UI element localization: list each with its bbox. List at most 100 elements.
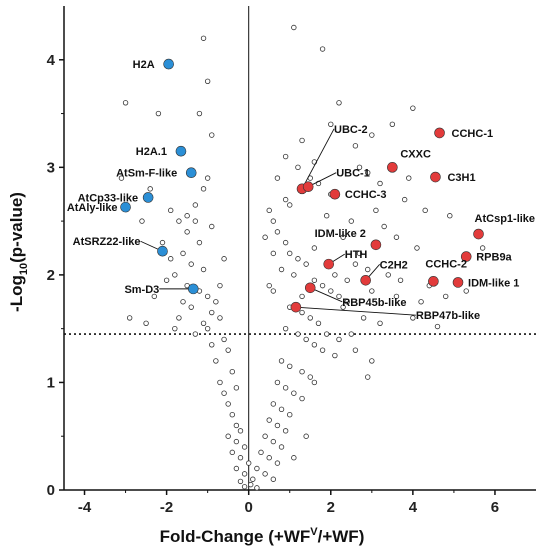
data-point <box>323 213 330 219</box>
data-point <box>180 299 186 305</box>
data-point <box>344 299 350 305</box>
downregulated-point <box>157 245 168 257</box>
data-point <box>303 433 309 439</box>
data-point <box>369 358 375 364</box>
upregulated-point <box>304 282 316 294</box>
downregulated-point <box>120 201 131 213</box>
data-point <box>348 331 355 337</box>
data-point <box>369 132 375 138</box>
data-point <box>155 110 162 117</box>
data-point <box>274 379 281 386</box>
data-point <box>274 460 281 466</box>
data-point <box>209 309 215 316</box>
y-tick-label: 1 <box>47 374 55 391</box>
data-point <box>200 186 207 192</box>
data-point <box>299 309 305 316</box>
data-point <box>340 234 346 240</box>
label-leader-lines <box>140 128 416 316</box>
point-label: AtAly-like <box>67 202 118 214</box>
data-point <box>237 428 244 434</box>
x-tick-label: 6 <box>491 499 499 516</box>
y-axis-title-subscript: 10 <box>18 263 30 275</box>
data-point <box>389 121 396 128</box>
data-point <box>229 412 235 418</box>
y-tick-label: 3 <box>47 159 55 176</box>
data-point <box>225 401 231 407</box>
x-axis-title: Fold-Change (+WFV/+WF) <box>160 526 365 546</box>
upregulated-point <box>473 228 484 240</box>
data-point <box>447 213 453 219</box>
data-point <box>180 250 186 257</box>
data-point <box>410 105 416 111</box>
data-point <box>291 24 297 31</box>
data-point <box>414 245 420 251</box>
data-point <box>254 465 260 472</box>
data-point <box>303 261 309 267</box>
data-point <box>278 406 285 413</box>
data-point <box>332 272 338 278</box>
downregulated-point <box>163 58 174 70</box>
upregulated-point <box>329 188 341 200</box>
y-axis-title: -Log10(p-value) <box>7 192 30 312</box>
point-label: Sm-D3 <box>124 284 159 296</box>
data-point <box>434 323 441 330</box>
data-point <box>200 320 207 326</box>
data-point <box>479 245 486 251</box>
data-point <box>299 293 305 300</box>
data-point <box>184 213 190 219</box>
point-label: HTH <box>345 249 368 261</box>
data-point <box>213 358 219 364</box>
upregulated-point <box>452 277 464 288</box>
data-point <box>299 368 305 375</box>
point-label: C3H1 <box>447 172 475 184</box>
data-point <box>200 35 207 41</box>
data-point <box>266 207 272 214</box>
data-point <box>270 401 277 407</box>
data-point <box>266 282 272 289</box>
data-point <box>122 100 129 106</box>
data-point <box>126 315 133 321</box>
x-tick-label: -2 <box>160 499 173 516</box>
data-point <box>319 46 326 52</box>
data-point <box>303 336 309 343</box>
point-label: C2H2 <box>380 259 408 271</box>
data-point <box>262 433 268 439</box>
data-point <box>213 299 219 305</box>
data-point <box>147 186 153 192</box>
point-label: RPB9a <box>476 252 512 264</box>
data-point <box>221 390 227 396</box>
data-point <box>323 331 330 337</box>
data-point <box>319 282 326 289</box>
data-point <box>196 239 203 246</box>
data-point <box>217 379 223 386</box>
point-label: AtCp33-like <box>78 192 139 204</box>
data-point <box>385 272 391 278</box>
data-point <box>282 385 289 391</box>
data-point <box>356 164 363 171</box>
data-point <box>282 428 289 434</box>
data-point <box>233 422 240 429</box>
data-point <box>254 485 260 491</box>
x-tick-label: 0 <box>245 499 253 516</box>
data-point <box>188 304 194 310</box>
data-point <box>311 245 318 251</box>
highlighted-points <box>120 58 484 313</box>
downregulated-point <box>142 192 154 203</box>
data-point <box>287 250 293 257</box>
x-axis-title-superscript: V <box>310 526 318 538</box>
data-point <box>278 444 285 450</box>
data-point <box>282 325 289 332</box>
downregulated-point <box>185 167 197 179</box>
upregulated-point <box>323 258 335 270</box>
point-label: CCHC-2 <box>425 258 467 270</box>
data-point <box>237 455 244 461</box>
y-tick-label: 0 <box>47 482 55 499</box>
data-point <box>233 438 240 445</box>
data-point <box>463 288 469 294</box>
data-point <box>248 481 254 488</box>
data-point <box>307 374 313 380</box>
data-point <box>204 325 211 332</box>
point-label: IDM-like 2 <box>315 228 366 240</box>
data-point <box>377 180 383 187</box>
